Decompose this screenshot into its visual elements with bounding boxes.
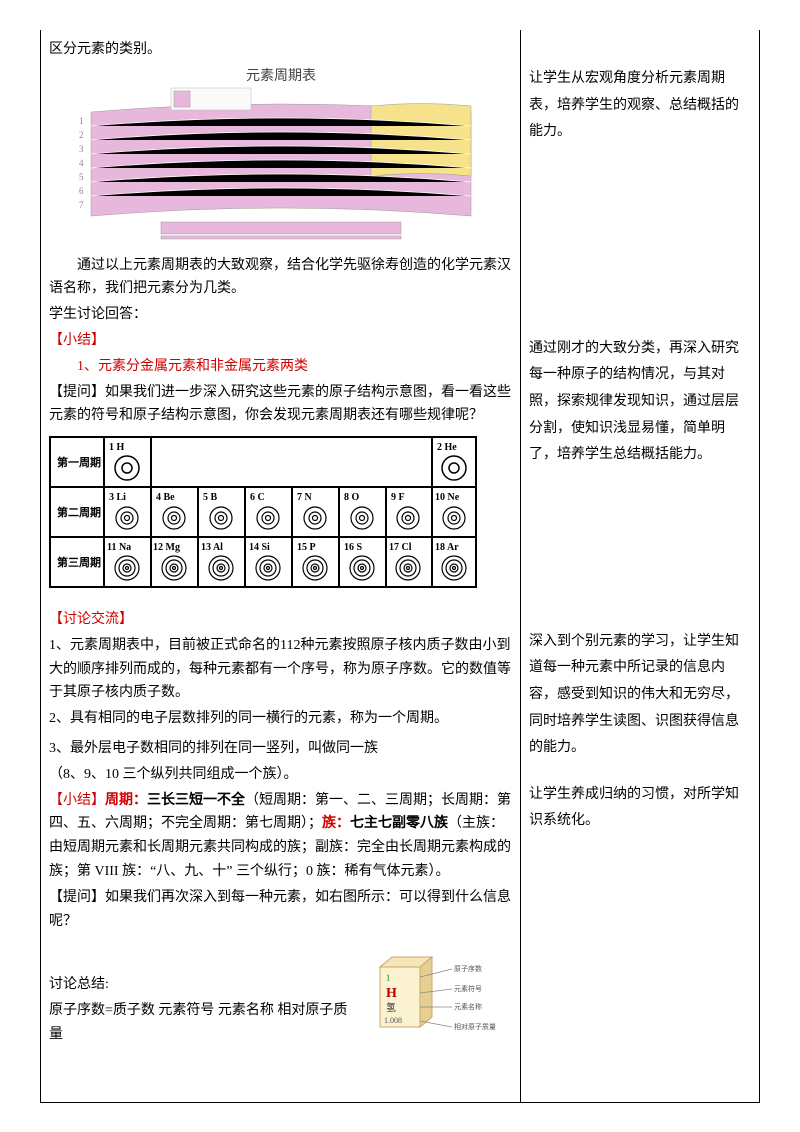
svg-text:氢: 氢 [386, 1001, 396, 1014]
svg-text:14 Si: 14 Si [249, 542, 270, 553]
svg-text:1.008: 1.008 [384, 1016, 402, 1025]
svg-text:元素符号: 元素符号 [454, 984, 482, 993]
svg-text:相对原子质量: 相对原子质量 [454, 1022, 496, 1031]
svg-text:18 Ar: 18 Ar [435, 542, 459, 553]
summary-2-group-bold: 七主七副零八族 [350, 816, 448, 831]
right-column: 让学生从宏观角度分析元素周期表，培养学生的观察、总结概括的能力。 通过刚才的大致… [521, 30, 759, 1102]
right-note-1: 让学生从宏观角度分析元素周期表，培养学生的观察、总结概括的能力。 [529, 66, 751, 146]
question-2-text: 如果我们再次深入到每一种元素，如右图所示：可以得到什么信息呢？ [49, 890, 511, 929]
svg-text:5: 5 [79, 172, 84, 182]
svg-text:H: H [386, 986, 397, 1001]
svg-text:12 Mg: 12 Mg [153, 542, 180, 553]
svg-text:2 He: 2 He [437, 442, 457, 453]
question-2-label: 【提问】 [49, 890, 105, 905]
svg-text:13 Al: 13 Al [201, 542, 223, 553]
right-note-3: 深入到个别元素的学习，让学生知道每一种元素中所记录的信息内容，感受到知识的伟大和… [529, 629, 751, 762]
svg-text:5 B: 5 B [203, 492, 218, 503]
periodic-table-figure: 元素周期表 1 2 3 4 5 6 7 [49, 66, 512, 250]
svg-text:17 Cl: 17 Cl [389, 542, 412, 553]
svg-text:16 S: 16 S [344, 542, 363, 553]
line-observe: 通过以上元素周期表的大致观察，结合化学先驱徐寿创造的化学元素汉语名称，我们把元素… [49, 254, 512, 302]
question-1-label: 【提问】 [49, 385, 105, 400]
svg-text:15 P: 15 P [297, 542, 316, 553]
summary-2-group-label: 族： [322, 816, 350, 831]
right-note-2: 通过刚才的大致分类，再深入研究每一种原子的结构情况，与其对照，探索规律发现知识，… [529, 336, 751, 469]
ptable-title-text: 元素周期表 [246, 68, 316, 84]
svg-text:7: 7 [79, 200, 84, 210]
question-1-text: 如果我们进一步深入研究这些元素的原子结构示意图，看一看这些元素的符号和原子结构示… [49, 385, 511, 424]
svg-text:4: 4 [79, 158, 84, 168]
svg-text:2: 2 [79, 130, 84, 140]
svg-text:8 O: 8 O [344, 492, 360, 503]
svg-text:第三周期: 第三周期 [57, 555, 101, 569]
line-discuss-answer: 学生讨论回答： [49, 303, 512, 327]
svg-text:7 N: 7 N [297, 492, 313, 503]
discuss-label: 【讨论交流】 [49, 608, 512, 632]
summary-2-period-bold: 三长三短一不全 [147, 793, 245, 808]
svg-text:第二周期: 第二周期 [57, 505, 101, 519]
svg-text:6 C: 6 C [250, 492, 265, 503]
svg-text:1: 1 [79, 116, 84, 126]
svg-text:3: 3 [79, 144, 84, 154]
summary-1-text: 1、元素分金属元素和非金属元素两类 [49, 355, 512, 379]
discuss-3b: （8、9、10 三个纵列共同组成一个族）。 [49, 763, 512, 787]
summary-2-period-label: 周期： [105, 793, 147, 808]
right-note-4: 让学生养成归纳的习惯，对所学知识系统化。 [529, 782, 751, 835]
svg-text:11 Na: 11 Na [107, 542, 131, 553]
period-rows-figure: 第一周期 第二周期 第三周期 [49, 432, 512, 604]
svg-text:9 F: 9 F [391, 492, 405, 503]
left-column: 区分元素的类别。 元素周期表 1 2 3 4 5 6 7 [41, 30, 521, 1102]
summary-2: 【小结】周期：三长三短一不全（短周期：第一、二、三周期；长周期：第四、五、六周期… [49, 789, 512, 884]
discuss-3: 3、最外层电子数相同的排列在同一竖列，叫做同一族 [49, 737, 512, 761]
discuss-1: 1、元素周期表中，目前被正式命名的112种元素按照原子核内质子数由小到大的顺序排… [49, 634, 512, 705]
svg-text:6: 6 [79, 186, 84, 196]
svg-text:3 Li: 3 Li [109, 492, 126, 503]
svg-text:1: 1 [386, 973, 391, 983]
svg-text:原子序数: 原子序数 [454, 964, 482, 973]
line-distinguish: 区分元素的类别。 [49, 38, 512, 62]
svg-text:10 Ne: 10 Ne [435, 492, 460, 503]
element-cell-figure: 1 H 氢 1.008 原子序数 元素符号 [362, 939, 512, 1049]
svg-text:元素名称: 元素名称 [454, 1002, 482, 1011]
svg-text:第一周期: 第一周期 [57, 455, 101, 469]
question-1: 【提问】如果我们进一步深入研究这些元素的原子结构示意图，看一看这些元素的符号和原… [49, 381, 512, 429]
summary-1-label: 【小结】 [49, 329, 512, 353]
discuss-2: 2、具有相同的电子层数排列的同一横行的元素，称为一个周期。 [49, 707, 512, 731]
svg-text:4 Be: 4 Be [156, 492, 175, 503]
svg-text:1 H: 1 H [109, 442, 125, 453]
summary-2-label: 【小结】 [49, 793, 105, 808]
question-2: 【提问】如果我们再次深入到每一种元素，如右图所示：可以得到什么信息呢？ [49, 886, 512, 934]
